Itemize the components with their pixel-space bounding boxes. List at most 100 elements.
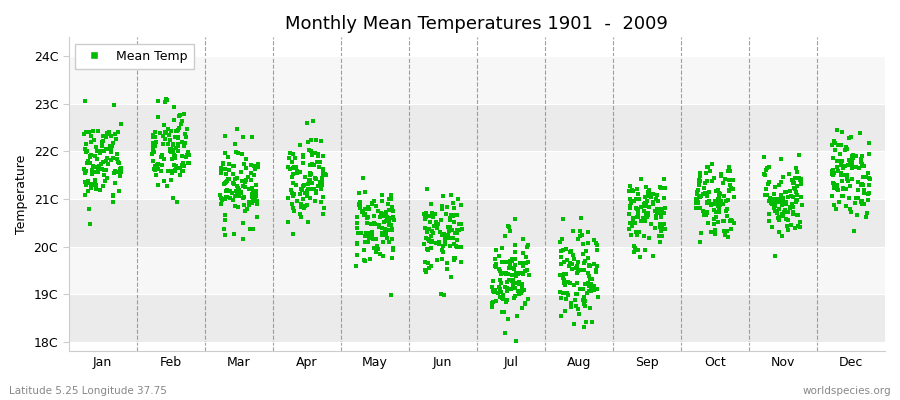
Point — [506, 282, 520, 288]
Point — [640, 214, 654, 220]
Point — [151, 182, 166, 188]
Point — [556, 259, 571, 265]
Point — [768, 203, 782, 210]
Point — [495, 294, 509, 301]
Point — [623, 203, 637, 210]
Point — [844, 176, 859, 182]
Point — [352, 202, 366, 209]
Point — [382, 218, 396, 225]
Point — [418, 235, 433, 241]
Point — [421, 246, 436, 253]
Point — [776, 213, 790, 219]
Point — [578, 258, 592, 264]
Point — [230, 126, 244, 132]
Point — [788, 198, 803, 205]
Point — [349, 252, 364, 258]
Point — [485, 278, 500, 284]
Point — [426, 230, 440, 236]
Point — [383, 215, 398, 222]
Point — [622, 188, 636, 195]
Point — [723, 182, 737, 188]
Point — [357, 258, 372, 264]
Point — [227, 230, 241, 237]
Point — [437, 235, 452, 242]
Point — [84, 139, 98, 146]
Point — [630, 186, 644, 192]
Point — [830, 164, 844, 171]
Point — [650, 206, 664, 212]
Point — [634, 253, 648, 260]
Point — [521, 259, 535, 265]
Point — [774, 192, 788, 198]
Point — [112, 166, 127, 172]
Point — [310, 159, 325, 166]
Point — [791, 152, 806, 158]
Point — [219, 179, 233, 186]
Point — [105, 143, 120, 150]
Point — [421, 226, 436, 232]
Point — [235, 177, 249, 184]
Point — [284, 187, 298, 193]
Point — [293, 169, 308, 175]
Point — [631, 247, 645, 254]
Point — [425, 210, 439, 216]
Point — [785, 201, 799, 208]
Point — [90, 128, 104, 134]
Point — [426, 238, 440, 244]
Point — [382, 239, 396, 245]
Point — [700, 198, 715, 205]
Point — [454, 244, 469, 250]
Point — [236, 195, 250, 201]
Point — [104, 142, 119, 149]
Point — [555, 290, 570, 296]
Point — [380, 234, 394, 241]
Point — [172, 113, 186, 120]
Point — [447, 219, 462, 226]
Point — [520, 244, 535, 250]
Point — [511, 281, 526, 287]
Point — [316, 211, 330, 217]
Point — [724, 216, 738, 223]
Point — [555, 236, 570, 242]
Point — [638, 200, 652, 206]
Point — [296, 204, 310, 211]
Point — [309, 137, 323, 143]
Point — [111, 159, 125, 166]
Point — [861, 140, 876, 147]
Point — [570, 263, 584, 270]
Point — [637, 200, 652, 207]
Point — [825, 171, 840, 178]
Point — [517, 287, 531, 293]
Point — [363, 256, 377, 262]
Point — [302, 186, 317, 192]
Point — [553, 238, 567, 245]
Point — [286, 151, 301, 157]
Point — [846, 155, 860, 162]
Point — [629, 196, 643, 202]
Point — [304, 148, 319, 154]
Point — [646, 191, 661, 197]
Point — [107, 170, 122, 176]
Point — [714, 173, 728, 180]
Point — [426, 214, 440, 220]
Point — [436, 231, 451, 237]
Point — [443, 214, 457, 221]
Text: worldspecies.org: worldspecies.org — [803, 386, 891, 396]
Point — [825, 180, 840, 186]
Point — [557, 280, 572, 286]
Point — [503, 258, 517, 264]
Point — [315, 194, 329, 200]
Point — [77, 192, 92, 199]
Point — [492, 284, 507, 290]
Point — [708, 198, 723, 204]
Point — [582, 262, 597, 269]
Point — [163, 146, 177, 152]
Point — [231, 184, 246, 191]
Point — [508, 293, 522, 299]
Point — [250, 214, 265, 220]
Point — [82, 206, 96, 213]
Point — [359, 219, 374, 226]
Point — [226, 180, 240, 186]
Point — [237, 202, 251, 208]
Point — [854, 159, 868, 166]
